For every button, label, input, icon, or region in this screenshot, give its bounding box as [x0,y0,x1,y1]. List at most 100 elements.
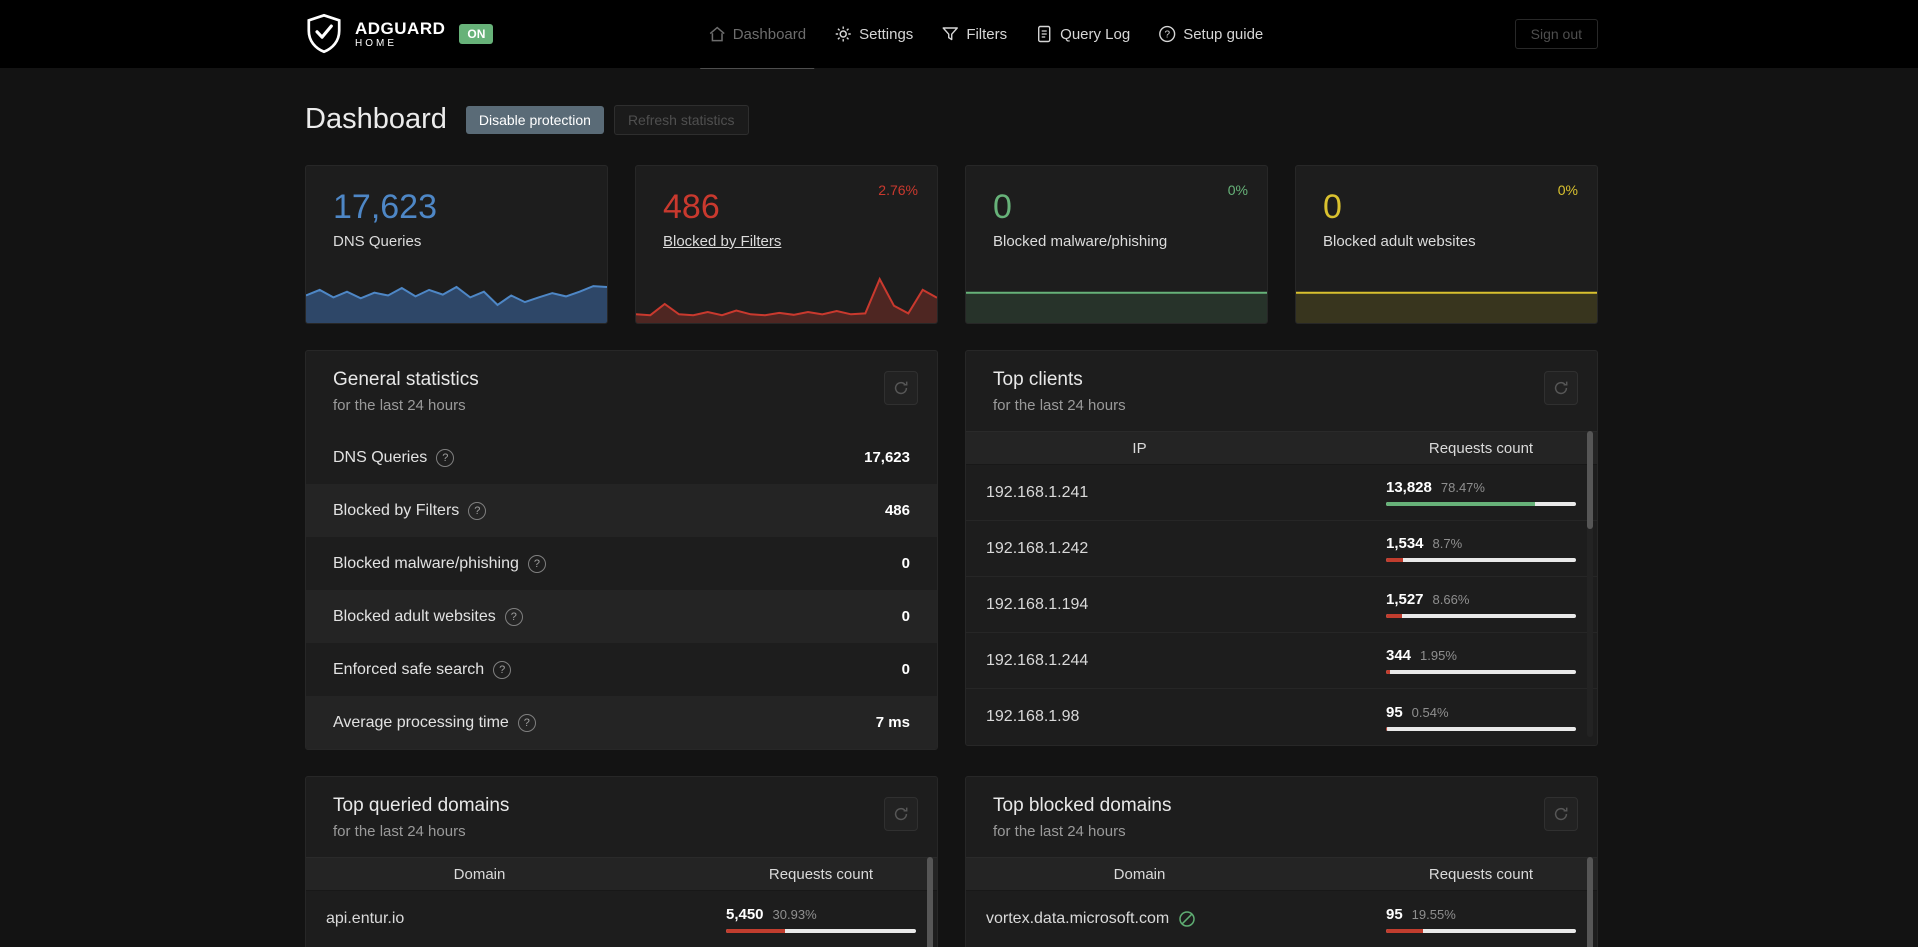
refresh-icon[interactable] [1544,371,1578,405]
dashboard-page: Dashboard Disable protection Refresh sta… [305,103,1598,947]
top-queried-subtitle: for the last 24 hours [333,823,466,840]
stat-card-dns-queries: 17,623 DNS Queries [305,165,608,324]
table-row: api.entur.io 5,450 30.93% [306,891,937,947]
stat-card-blocked-by-filters: 486 Blocked by Filters 2.76% [635,165,938,324]
blocked-malware-sparkline [966,291,1267,323]
general-statistics-subtitle: for the last 24 hours [333,397,466,414]
refresh-icon[interactable] [884,797,918,831]
help-icon[interactable]: ? [517,713,536,732]
stats-row: Blocked by Filters? 486 [306,484,937,537]
table-header: Domain Requests count [966,857,1597,891]
brand-name: ADGUARD [355,18,446,38]
client-ip[interactable]: 192.168.1.241 [986,483,1089,501]
blocked-filters-percent: 2.76% [878,182,918,198]
client-ip[interactable]: 192.168.1.244 [986,651,1089,669]
stats-row: DNS Queries? 17,623 [333,448,910,467]
requests-bar [1385,614,1576,618]
top-clients-panel: Top clients for the last 24 hours IP Req… [965,350,1598,746]
table-header: IP Requests count [966,431,1597,465]
scrollbar[interactable] [927,857,933,947]
home-icon [709,26,725,42]
nav-item-filters[interactable]: Filters [941,0,1007,68]
help-icon[interactable]: ? [493,660,512,679]
top-clients-title: Top clients [993,369,1083,390]
blocked-adult-label: Blocked adult websites [1323,232,1476,250]
blocked-adult-sparkline [1296,291,1597,323]
blocked-adult-value: 0 [1323,188,1342,226]
top-queried-title: Top queried domains [333,795,510,816]
refresh-statistics-button[interactable]: Refresh statistics [613,104,749,135]
stats-row: Blocked malware/phishing? 0 [333,554,910,573]
client-ip[interactable]: 192.168.1.98 [986,708,1080,725]
stat-card-blocked-adult: 0 Blocked adult websites 0% [1295,165,1598,324]
scrollbar[interactable] [1587,857,1593,947]
nav-item-setup-guide[interactable]: ? Setup guide [1158,0,1263,68]
blocked-domain-icon[interactable] [1178,910,1196,928]
table-row: 192.168.1.241 13,828 78.47% [966,465,1597,521]
stat-card-blocked-malware: 0 Blocked malware/phishing 0% [965,165,1268,324]
scrollbar-thumb[interactable] [1587,431,1593,529]
sign-out-button[interactable]: Sign out [1514,19,1598,49]
client-ip[interactable]: 192.168.1.194 [986,595,1089,613]
stats-row: Enforced safe search? 0 [333,660,910,679]
brand[interactable]: ADGUARD HOME ON [305,13,494,55]
brand-sub: HOME [355,37,397,49]
nav-menu: Dashboard Settings Filters [699,0,1263,69]
page-title: Dashboard [305,103,447,135]
general-statistics-rows: DNS Queries? 17,623 Blocked by Filters? 48… [306,431,937,749]
general-statistics-panel: General statistics for the last 24 hours… [305,350,938,750]
scrollbar-thumb[interactable] [1587,857,1593,947]
nav-item-dashboard[interactable]: Dashboard [699,0,815,69]
table-row: 192.168.1.194 1,527 8.66% [966,577,1597,633]
requests-bar [725,928,916,933]
blocked-malware-value: 0 [993,188,1012,226]
top-blocked-title: Top blocked domains [993,795,1172,816]
requests-bar [1385,670,1576,674]
table-row: vortex.data.microsoft.com 95 19.55% [966,891,1597,947]
blocked-malware-percent: 0% [1227,182,1248,198]
blocked-domain[interactable]: vortex.data.microsoft.com [966,910,1313,928]
nav-item-settings[interactable]: Settings [834,0,913,68]
scrollbar[interactable] [1587,431,1593,737]
nav-item-query-log[interactable]: Query Log [1035,0,1130,68]
scrollbar-thumb[interactable] [927,857,933,947]
refresh-icon[interactable] [1544,797,1578,831]
queried-domain[interactable]: api.entur.io [326,910,405,927]
disable-protection-button[interactable]: Disable protection [465,105,604,134]
dns-queries-label: DNS Queries [333,232,422,250]
gear-icon [835,26,851,42]
top-blocked-domains-panel: Top blocked domains for the last 24 hour… [965,776,1598,947]
blocked-filters-sparkline [636,276,937,323]
stats-row: Average processing time? 7 ms [306,696,937,749]
svg-text:?: ? [1164,30,1170,41]
help-icon[interactable]: ? [436,448,455,467]
blocked-malware-label: Blocked malware/phishing [993,232,1168,250]
blocked-adult-percent: 0% [1557,182,1578,198]
blocked-filters-value: 486 [663,188,720,226]
stat-cards-row: 17,623 DNS Queries 486 Blocked by Filter… [305,165,1598,324]
help-icon[interactable]: ? [468,501,487,520]
help-icon[interactable]: ? [527,554,546,573]
top-blocked-subtitle: for the last 24 hours [993,823,1126,840]
column-ip: IP [1132,439,1147,457]
general-statistics-title: General statistics [333,369,479,390]
requests-bar [1385,502,1576,506]
refresh-icon[interactable] [884,371,918,405]
requests-bar [1385,558,1576,562]
protection-status-badge: ON [459,24,494,44]
help-icon[interactable]: ? [504,607,523,626]
top-nav: ADGUARD HOME ON Dashboard Settings [0,0,1918,69]
table-row: 192.168.1.98 95 0.54% [966,689,1597,745]
stats-row: Blocked adult websites? 0 [306,590,937,643]
top-queried-domains-panel: Top queried domains for the last 24 hour… [305,776,938,947]
column-domain: Domain [1113,865,1166,883]
column-requests-count: Requests count [1428,439,1534,457]
panels-row-2: Top queried domains for the last 24 hour… [305,776,1598,947]
help-circle-icon: ? [1159,25,1176,43]
filter-icon [942,27,959,41]
top-clients-subtitle: for the last 24 hours [993,397,1126,414]
client-ip[interactable]: 192.168.1.242 [986,539,1089,557]
blocked-filters-link[interactable]: Blocked by Filters [663,232,782,250]
panels-row-1: General statistics for the last 24 hours… [305,350,1598,750]
dns-queries-value: 17,623 [333,188,437,226]
